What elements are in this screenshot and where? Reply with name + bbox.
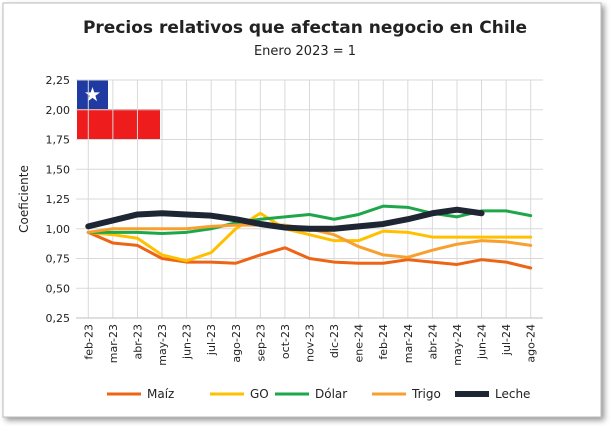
x-tick-label: feb-23 (82, 324, 95, 360)
series-line (86, 230, 533, 270)
series-line (86, 211, 533, 263)
x-tick-label: abr-24 (426, 324, 439, 360)
x-tick-label: mar-24 (402, 324, 415, 363)
x-tick-label: jul-24 (500, 324, 513, 356)
flag-star (85, 87, 100, 102)
x-tick-label: may-24 (451, 324, 464, 366)
x-tick-label: abr-23 (131, 324, 144, 360)
chart-title: Precios relativos que afectan negocio en… (83, 18, 527, 38)
x-tick-label: ago-23 (230, 324, 243, 363)
y-axis-label: Coeficiente (17, 165, 31, 233)
y-tick-label: 1,50 (46, 163, 71, 176)
x-tick-label: may-23 (156, 324, 169, 366)
x-tick-label: jun-24 (476, 324, 489, 360)
x-tick-label: ago-24 (525, 324, 538, 363)
x-tick-label: sep-23 (254, 324, 267, 361)
chart-subtitle: Enero 2023 = 1 (254, 44, 356, 59)
series-line (86, 204, 533, 236)
x-tick-label: oct-23 (279, 324, 292, 359)
y-tick-label: 1,00 (46, 223, 71, 236)
legend-label: Leche (495, 387, 530, 401)
x-tick-label: mar-23 (107, 324, 120, 363)
y-tick-label: 0,50 (46, 282, 71, 295)
flag (77, 80, 160, 139)
x-tick-label: jul-23 (205, 324, 218, 356)
x-tick-label: jun-23 (181, 324, 194, 360)
x-tick-label: feb-24 (377, 324, 390, 360)
x-tick-label: ene-24 (353, 324, 366, 362)
legend-label: GO (250, 387, 269, 401)
y-tick-label: 1,75 (46, 134, 71, 147)
legend-label: Maíz (147, 387, 174, 401)
y-tick-label: 1,25 (46, 193, 71, 206)
y-tick-label: 2,00 (46, 104, 71, 117)
x-tick-label: dic-23 (328, 324, 341, 358)
legend-label: Trigo (411, 387, 441, 401)
y-tick-label: 0,25 (46, 312, 71, 325)
series-line (85, 206, 485, 232)
y-tick-label: 0,75 (46, 253, 71, 266)
x-tick-label: nov-23 (304, 324, 317, 362)
y-tick-label: 2,25 (46, 74, 71, 87)
legend-label: Dólar (315, 387, 347, 401)
